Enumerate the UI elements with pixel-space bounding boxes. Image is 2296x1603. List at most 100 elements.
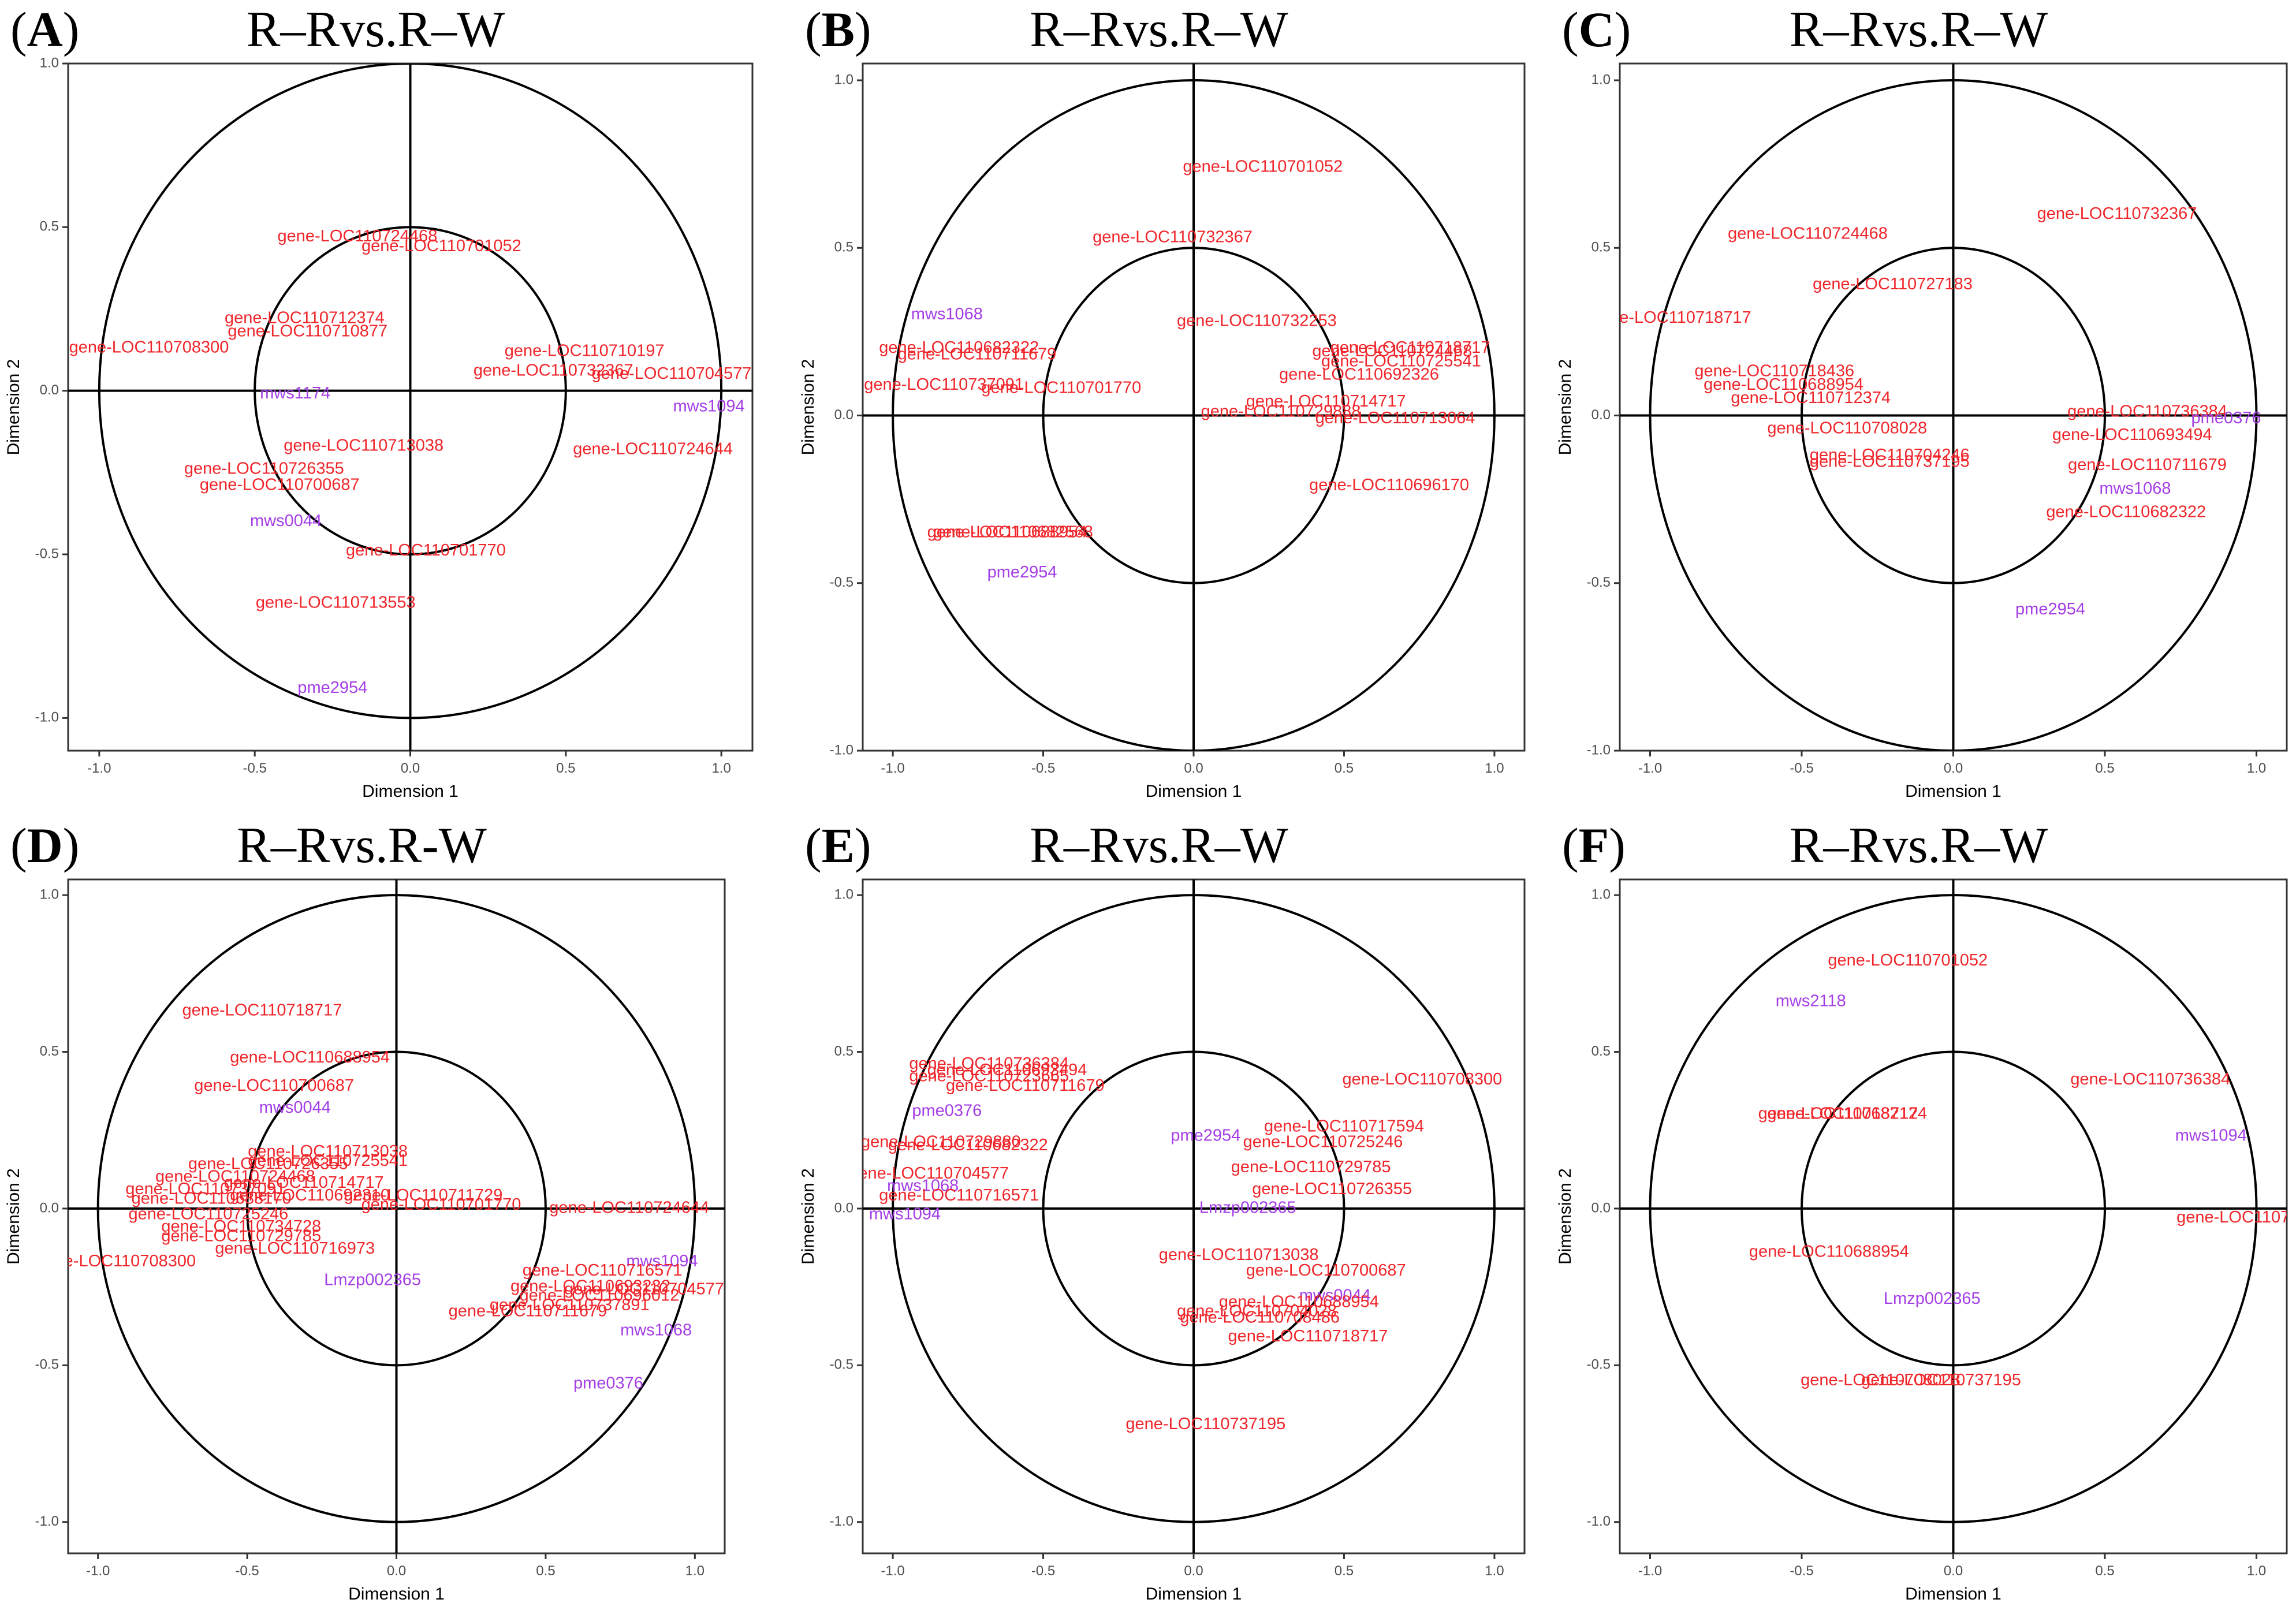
panel-letter: (A) — [10, 2, 79, 57]
plot-area: gene-LOC110701052 mws2118 gene-LOC11073638… — [1620, 879, 2296, 1553]
y-tick-label: 0.0 — [40, 1200, 59, 1216]
gene-label: gene-LOC110704028 — [1177, 1302, 1337, 1321]
marker-label: pme0376 — [2191, 409, 2261, 427]
y-tick-label: -0.5 — [830, 1357, 853, 1373]
panel-letter-value: B — [822, 2, 855, 57]
panel-letter: (E) — [805, 818, 871, 873]
gene-label: gene-LOC110736384 — [2070, 1070, 2230, 1088]
gene-label: gene-LOC110708028 — [1801, 1371, 1960, 1389]
panel-d: (D) R–Rvs.R-Wgene-LOC110718717gene-LOC110… — [4, 818, 726, 1603]
y-tick-label: 0.0 — [1591, 407, 1611, 423]
y-tick-label: -0.5 — [1587, 1357, 1611, 1373]
gene-label: gene-LOC110693494 — [2052, 426, 2212, 444]
y-tick-label: 0.0 — [1591, 1200, 1611, 1216]
gene-label: gene-LOC110704577 — [564, 1280, 724, 1299]
x-tick-label: -0.5 — [243, 761, 267, 776]
gene-label: gene-LOC110704246 — [1810, 446, 1970, 464]
gene-label: gene-LOC110711729 — [344, 1186, 503, 1205]
gene-label: gene-LOC110724644 — [573, 439, 733, 458]
gene-label: gene-LOC110682322 — [888, 1136, 1048, 1154]
x-tick-label: 1.0 — [1485, 1563, 1504, 1579]
x-tick-label: 0.5 — [1335, 1563, 1354, 1579]
plot-area: gene-LOC110718717 gene-LOC110688954 gene-L… — [36, 879, 725, 1553]
x-tick-label: -0.5 — [1031, 761, 1055, 776]
gene-label: gene-LOC110692326 — [1279, 366, 1439, 384]
gene-label: gene-LOC110718717 — [182, 1001, 342, 1020]
y-tick-label: -0.5 — [35, 546, 59, 561]
gene-label: gene-LOC110736384 — [909, 1054, 1069, 1073]
panel-b: (B) R–Rvs.R–Wgene-LOC110701052gene-LOC110… — [799, 2, 1526, 801]
gene-label: gene-LOC110696170 — [1309, 476, 1469, 494]
gene-label: gene-LOC110701052 — [1828, 951, 1988, 970]
gene-label: gene-LOC110737891 — [490, 1296, 650, 1314]
gene-label: gene-LOC110737195 — [1861, 1371, 2021, 1389]
gene-label: gene-LOC110710197 — [505, 341, 665, 360]
gene-label: gene-LOC110732367 — [474, 361, 633, 379]
gene-label: gene-LOC110727183 — [1813, 275, 1973, 293]
marker-label: mws1094 — [673, 397, 745, 416]
y-axis-label: Dimension 2 — [1556, 1168, 1575, 1265]
x-tick-label: 0.0 — [1184, 1563, 1203, 1579]
gene-label: gene-LOC110729880 — [861, 1133, 1021, 1151]
marker-label: mws1068 — [2099, 479, 2171, 498]
gene-label: gene-LOC110708300 — [1342, 1070, 1502, 1088]
gene-label: gene-LOC110708028 — [1767, 419, 1927, 437]
gene-label: gene-LOC110711679 — [449, 1302, 607, 1321]
x-tick-label: -1.0 — [1638, 1563, 1662, 1579]
panel-letter: (D) — [10, 818, 79, 873]
x-axis-label: Dimension 1 — [348, 1585, 445, 1603]
gene-label: gene-LOC110732367 — [2037, 204, 2197, 223]
x-tick-label: 1.0 — [2247, 761, 2266, 776]
plot-area: gene-LOC110732367 gene-LOC110724468 gene-L… — [1591, 64, 2287, 751]
gene-label: gene-LOC110708300 — [36, 1252, 196, 1270]
x-tick-label: 0.5 — [556, 761, 575, 776]
x-tick-label: 0.5 — [2095, 1563, 2114, 1579]
y-tick-label: -0.5 — [35, 1357, 59, 1373]
gene-label: gene-LOC110725541 — [248, 1151, 408, 1170]
x-axis-label: Dimension 1 — [1146, 1585, 1242, 1603]
y-tick-label: 0.5 — [1591, 240, 1611, 255]
y-axis-label: Dimension 2 — [799, 1168, 818, 1265]
gene-label: gene-LOC110701770 — [981, 379, 1141, 397]
y-tick-label: 0.5 — [834, 240, 853, 255]
panel-letter-value: F — [1579, 818, 1609, 873]
gene-label: gene-LOC110724468 — [278, 227, 438, 245]
chart-title: R–Rvs.R–W — [1030, 818, 1288, 874]
gene-label: gene-LOC110724644 — [2176, 1208, 2296, 1227]
panel-letter: (F) — [1562, 818, 1626, 873]
gene-label: gene-LOC110718717 — [1591, 308, 1751, 327]
marker-label: mws1094 — [869, 1205, 941, 1223]
y-tick-label: 1.0 — [1591, 886, 1611, 902]
x-axis-label: Dimension 1 — [1905, 1585, 2001, 1603]
gene-label: gene-LOC110713064 — [1315, 409, 1475, 427]
x-axis-label: Dimension 1 — [362, 782, 459, 801]
gene-label: gene-LOC110693494 — [927, 1061, 1087, 1079]
gene-label: gene-LOC110737195 — [1125, 1415, 1285, 1433]
y-tick-label: 1.0 — [40, 886, 59, 902]
y-tick-label: 0.0 — [834, 407, 853, 423]
gene-label: gene-LOC110682124 — [1767, 1105, 1927, 1123]
y-tick-label: 0.5 — [40, 219, 59, 234]
gene-label: gene-LOC110688954 — [927, 523, 1087, 541]
x-tick-label: 0.0 — [1944, 761, 1963, 776]
gene-label: gene-LOC110724644 — [549, 1199, 709, 1217]
x-tick-label: -1.0 — [87, 761, 111, 776]
gene-label: gene-LOC110714717 — [1246, 392, 1406, 411]
marker-label: Lmzp002365 — [1884, 1289, 1981, 1308]
gene-label: gene-LOC110711679 — [898, 345, 1057, 364]
gene-label: gene-LOC110725541 — [1321, 352, 1481, 370]
gene-label: gene-LOC110708300 — [69, 338, 229, 357]
gene-label: gene-LOC110732367 — [1093, 228, 1253, 247]
marker-label: mws1068 — [887, 1177, 959, 1195]
y-axis-label: Dimension 2 — [4, 1168, 23, 1265]
x-tick-label: -1.0 — [881, 1563, 904, 1579]
y-tick-label: 0.5 — [834, 1043, 853, 1059]
gene-label: gene-LOC110729888 — [1201, 402, 1361, 420]
x-tick-label: -0.5 — [235, 1563, 259, 1579]
marker-label: mws0044 — [250, 512, 322, 530]
gene-label: gene-LOC110734728 — [161, 1217, 321, 1236]
x-tick-label: 0.5 — [2095, 761, 2114, 776]
gene-label: gene-LOC110688954 — [1749, 1243, 1909, 1261]
gene-label: gene-LOC110716571 — [523, 1261, 683, 1280]
